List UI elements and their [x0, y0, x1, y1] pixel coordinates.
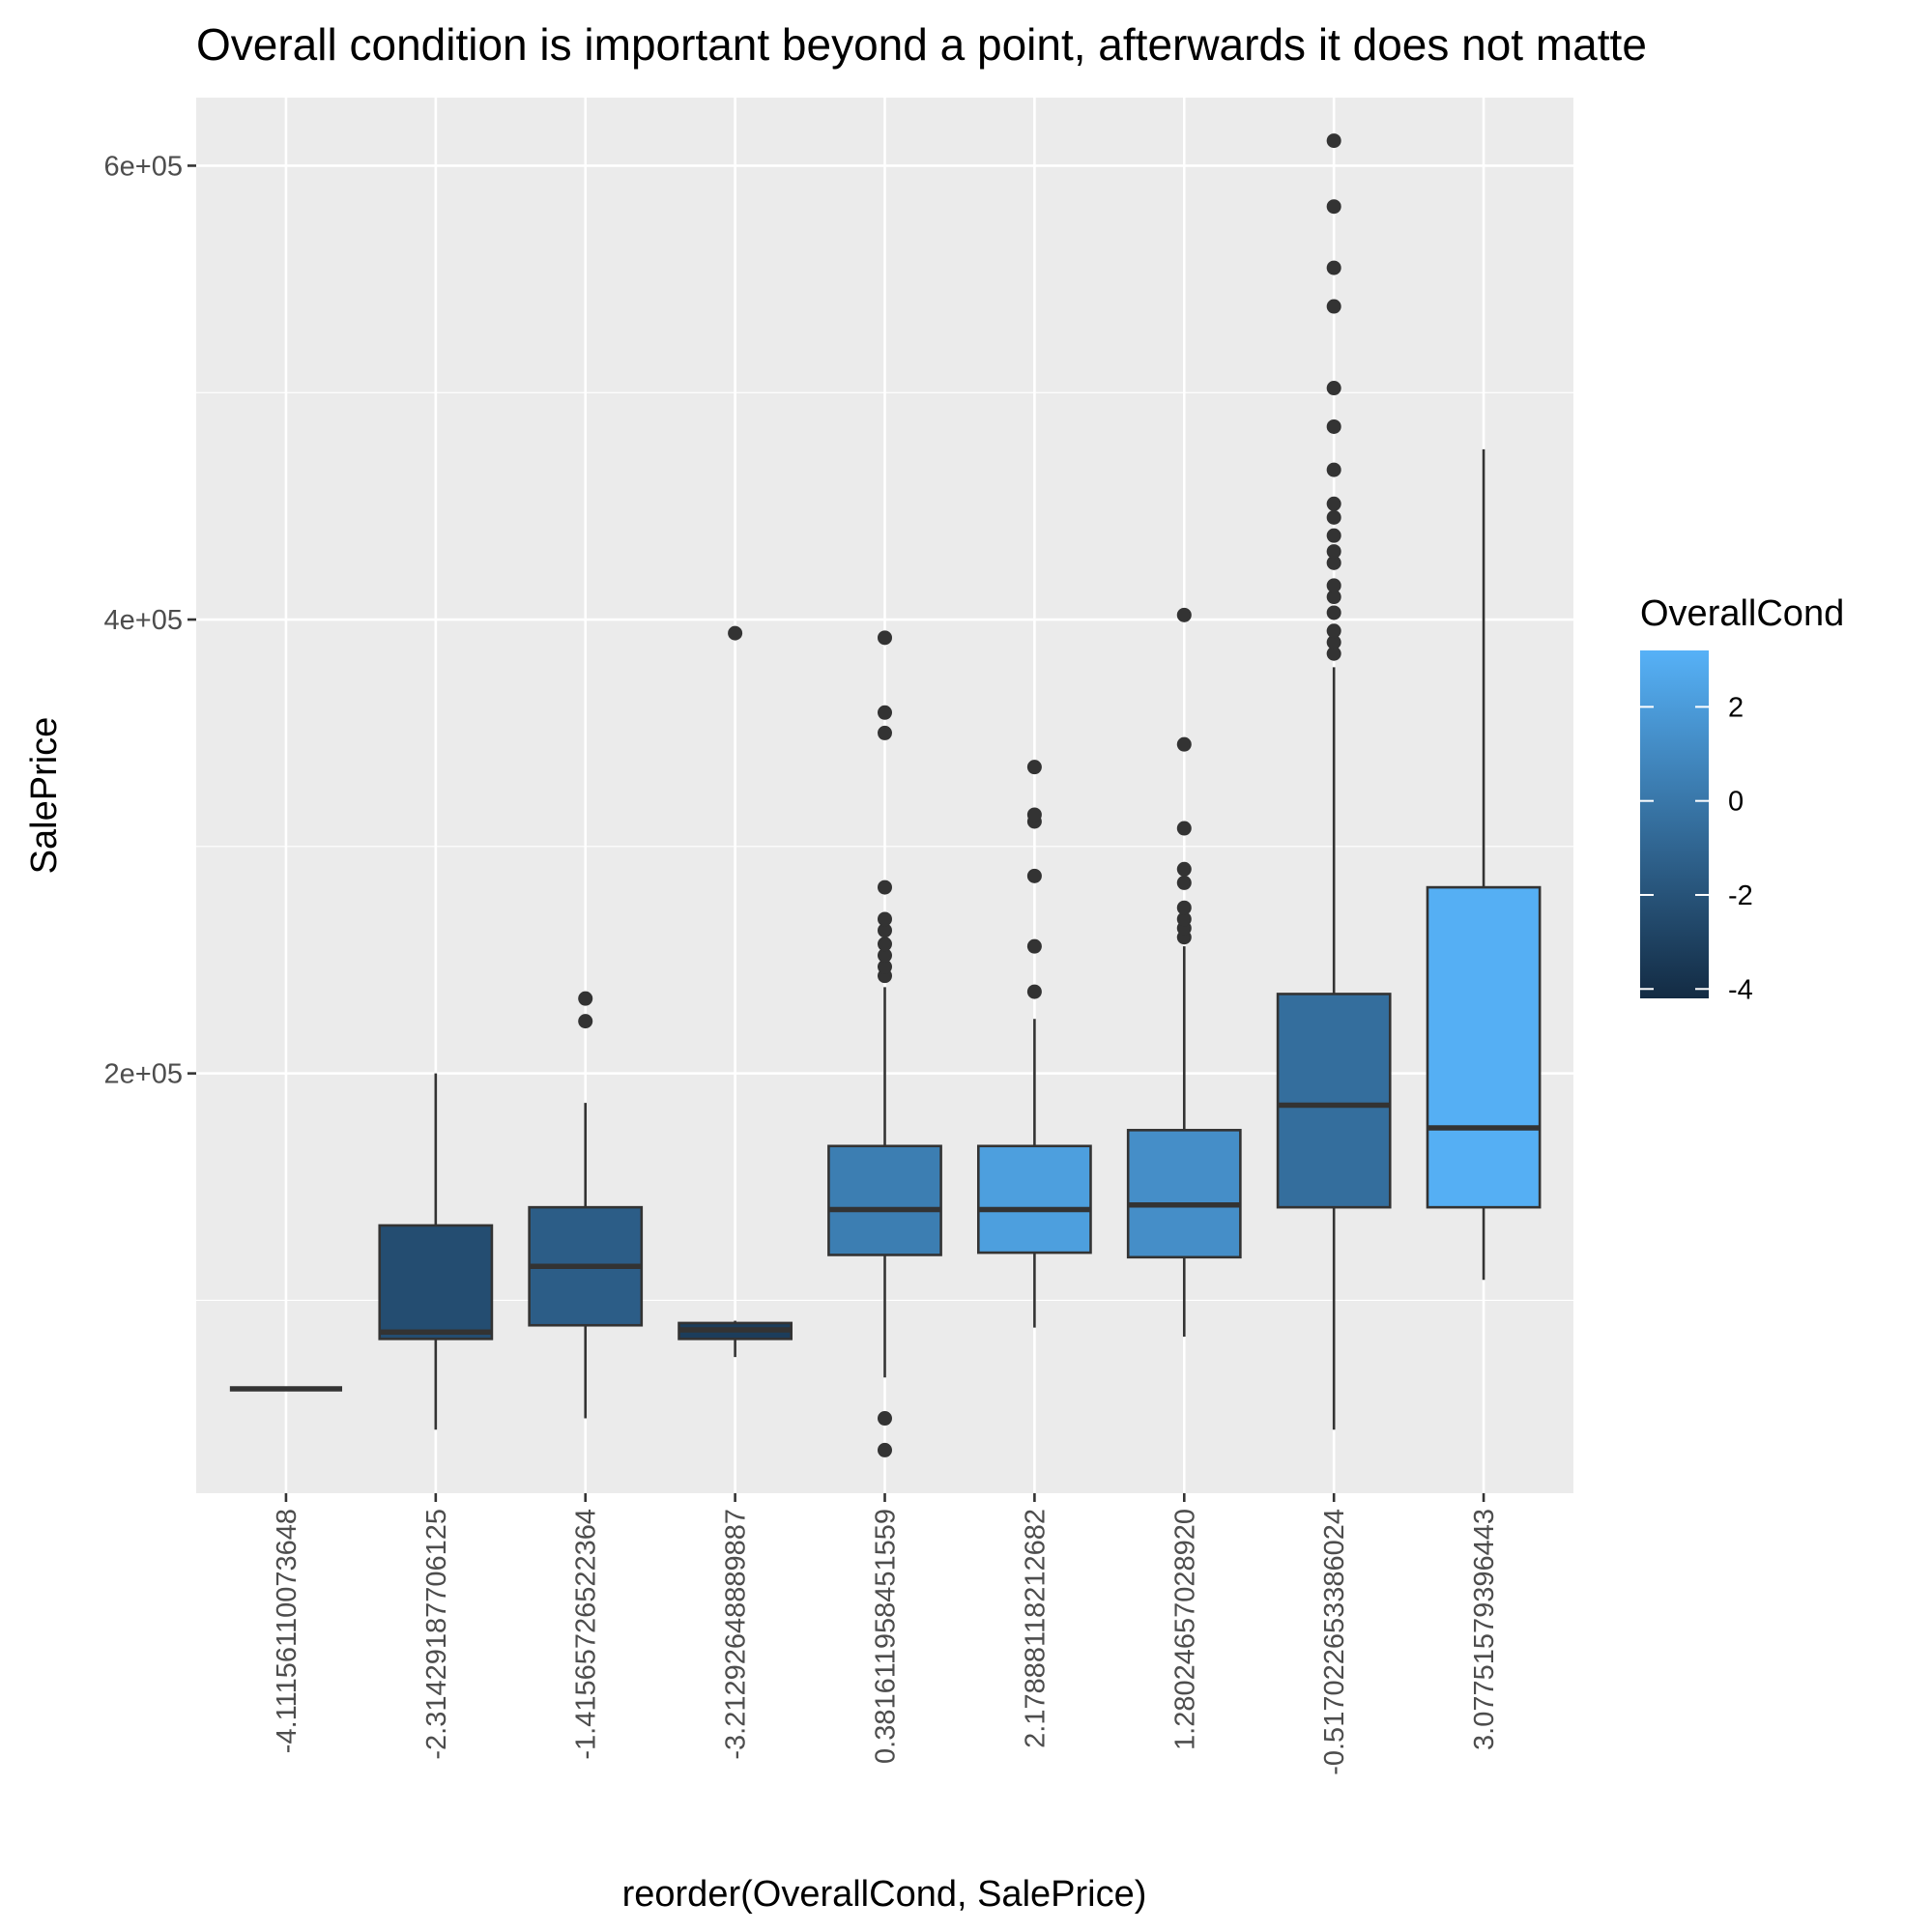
outlier-point	[878, 1411, 892, 1427]
outlier-point	[878, 923, 892, 938]
outlier-point	[1026, 807, 1042, 822]
box	[1126, 1129, 1242, 1259]
legend-tick-label: 0	[1728, 787, 1744, 818]
box	[1276, 993, 1392, 1209]
outlier-point	[1026, 938, 1042, 954]
x-tick-label: 1.28024657028920	[1169, 1509, 1200, 1750]
outlier-point	[878, 879, 892, 895]
outlier-point	[1326, 635, 1341, 650]
outlier-point	[878, 911, 892, 927]
legend-tick-label: -4	[1728, 974, 1753, 1005]
outlier-point	[878, 1442, 892, 1457]
legend-ticks: -4 -2 0 2	[1640, 692, 1753, 1005]
outlier-point	[878, 959, 892, 974]
outlier-point	[1326, 646, 1341, 661]
outlier-point	[1326, 578, 1341, 593]
outlier-point	[1326, 509, 1341, 525]
boxplot-1	[378, 1073, 494, 1430]
y-tick-label: 6e+05	[104, 151, 183, 182]
legend-title: OverallCond	[1640, 593, 1844, 634]
outlier-point	[1326, 590, 1341, 605]
outlier-point	[1326, 605, 1341, 620]
boxplots	[229, 133, 1542, 1457]
legend-tick-label: -2	[1728, 880, 1753, 911]
outlier-point	[1176, 607, 1192, 622]
outlier-point	[1326, 299, 1341, 314]
x-axis-title: reorder(OverallCond, SalePrice)	[622, 1874, 1147, 1915]
outlier-point	[1326, 418, 1341, 434]
boxplot-7	[1276, 133, 1392, 1430]
x-tick-label: -3.21292648889887	[721, 1509, 752, 1760]
box	[977, 1144, 1092, 1254]
boxplot-4	[827, 630, 942, 1457]
x-tick-label: -2.31429187706125	[421, 1509, 452, 1760]
legend-tick-label: 2	[1728, 692, 1744, 723]
outlier-point	[1326, 199, 1341, 215]
y-tick-label: 4e+05	[104, 605, 183, 636]
box	[1426, 885, 1542, 1209]
x-axis: -4.11156110073648 -2.31429187706125 -1.415…	[272, 1493, 1500, 1775]
outlier-point	[878, 725, 892, 740]
x-tick-label: -1.41565726522364	[571, 1509, 602, 1760]
outlier-point	[1176, 861, 1192, 877]
outlier-point	[1326, 623, 1341, 639]
outlier-point	[1326, 496, 1341, 511]
outlier-point	[728, 625, 743, 641]
outlier-point	[1176, 736, 1192, 752]
outlier-point	[1326, 462, 1341, 477]
outlier-point	[878, 948, 892, 964]
outlier-point	[578, 991, 593, 1006]
outlier-point	[578, 1014, 593, 1029]
outlier-point	[1176, 911, 1192, 927]
outlier-point	[1326, 544, 1341, 560]
outlier-point	[1026, 868, 1042, 883]
x-tick-label: 3.07751579396443	[1469, 1509, 1500, 1750]
x-tick-label: 2.17888118212682	[1020, 1509, 1051, 1748]
outlier-point	[1176, 875, 1192, 890]
boxplot-2	[528, 991, 644, 1419]
box	[827, 1144, 942, 1256]
outlier-point	[1176, 900, 1192, 915]
boxplot-6	[1126, 607, 1242, 1337]
boxplot-8	[1426, 448, 1542, 1281]
y-tick-label: 2e+05	[104, 1059, 183, 1090]
legend-colorbar	[1640, 650, 1709, 998]
outlier-point	[878, 937, 892, 952]
x-tick-label: -4.11156110073648	[272, 1509, 303, 1753]
outlier-point	[1026, 760, 1042, 775]
outlier-point	[1326, 260, 1341, 275]
x-tick-label: -0.517022653386024	[1319, 1509, 1350, 1775]
outlier-point	[1326, 381, 1341, 396]
outlier-point	[878, 705, 892, 720]
outlier-point	[878, 630, 892, 646]
outlier-point	[1326, 555, 1341, 570]
x-tick-label: 0.381611958451559	[871, 1509, 902, 1764]
boxplot-3	[678, 625, 793, 1358]
y-axis-title: SalePrice	[24, 717, 65, 875]
boxplot-5	[977, 760, 1092, 1328]
outlier-point	[1026, 984, 1042, 999]
outlier-point	[1176, 821, 1192, 836]
chart-title: Overall condition is important beyond a …	[196, 19, 1647, 70]
outlier-point	[1326, 133, 1341, 149]
legend: OverallCond -4 -2 0 2	[1640, 593, 1844, 1005]
y-axis: 2e+05 4e+05 6e+05	[104, 151, 196, 1090]
box	[378, 1224, 494, 1341]
outlier-point	[1326, 528, 1341, 543]
